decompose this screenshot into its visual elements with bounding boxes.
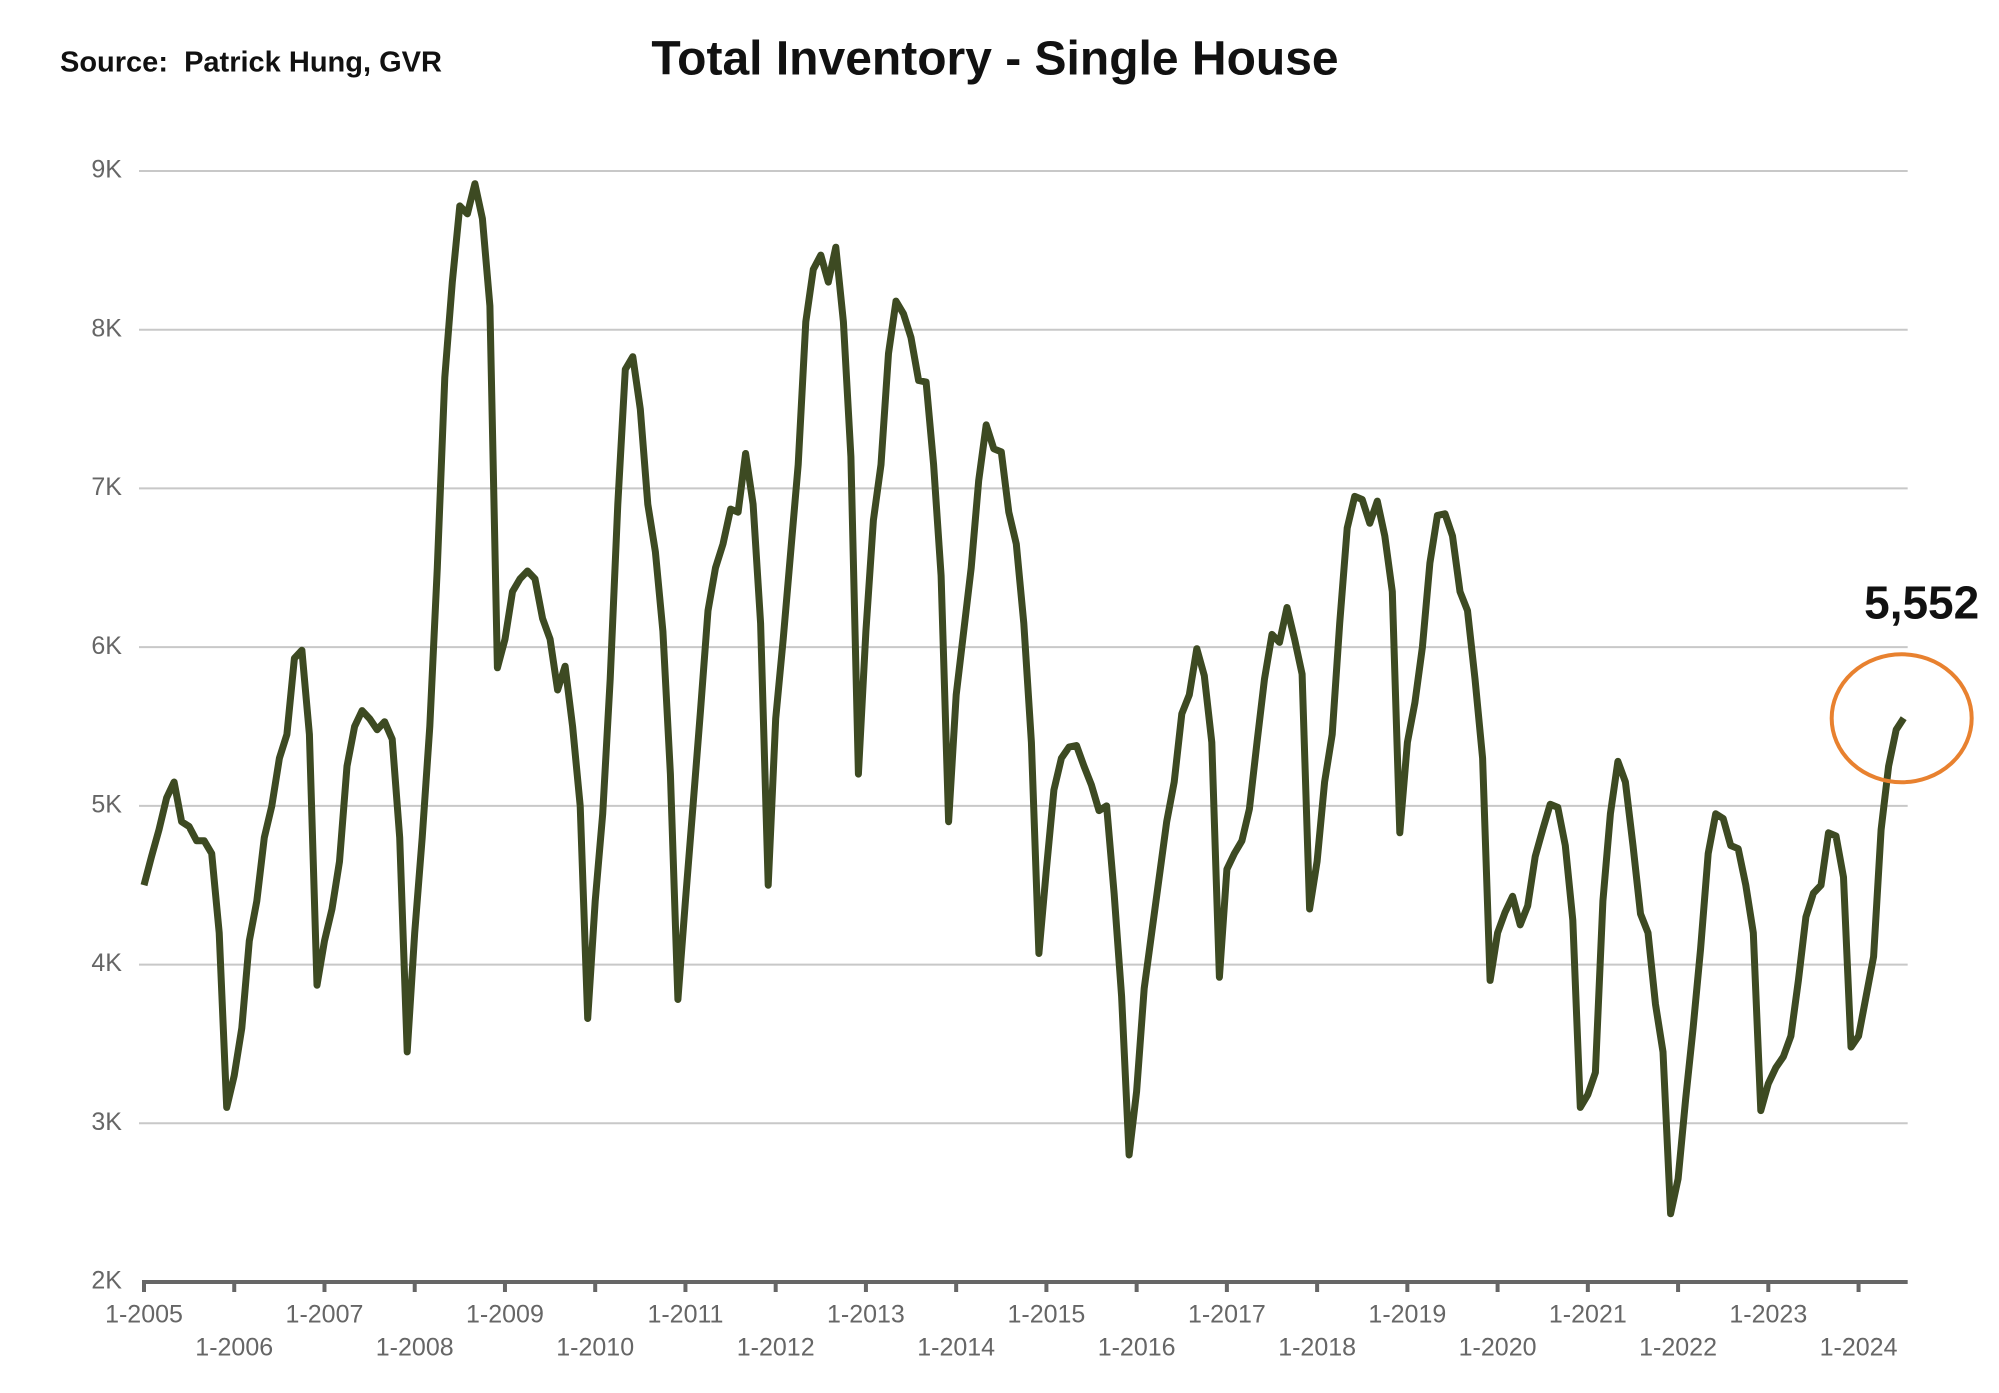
x-tick-label: 1-2019 xyxy=(1368,1301,1446,1329)
x-tick-label: 1-2011 xyxy=(647,1301,723,1329)
y-tick-label: 8K xyxy=(91,314,122,342)
line-series xyxy=(140,180,1907,1218)
x-tick-label: 1-2022 xyxy=(1639,1334,1717,1362)
x-tick-label: 1-2014 xyxy=(917,1334,995,1362)
x-tick-label: 1-2008 xyxy=(376,1334,454,1362)
x-tick-label: 1-2023 xyxy=(1729,1301,1807,1329)
x-tick-label: 1-2012 xyxy=(737,1334,815,1362)
x-tick-label: 1-2024 xyxy=(1820,1334,1898,1362)
x-tick-label: 1-2013 xyxy=(827,1301,905,1329)
x-tick-label: 1-2015 xyxy=(1007,1301,1085,1329)
y-tick-label: 4K xyxy=(91,949,122,977)
y-tick-label: 2K xyxy=(91,1267,122,1295)
y-tick-label: 6K xyxy=(91,632,122,660)
x-tick-label: 1-2005 xyxy=(105,1301,183,1329)
annotation: 5,552 xyxy=(1864,576,1979,628)
source: Source: Patrick Hung, GVR xyxy=(60,47,442,79)
chart-title: Total Inventory - Single House xyxy=(651,33,1338,86)
x-tick-label: 1-2010 xyxy=(556,1334,634,1362)
x-tick-label: 1-2006 xyxy=(195,1334,273,1362)
y-tick-label: 3K xyxy=(91,1108,122,1136)
x-tick-label: 1-2009 xyxy=(466,1301,544,1329)
x-tick-label: 1-2018 xyxy=(1278,1334,1356,1362)
x-tick-label: 1-2016 xyxy=(1098,1334,1176,1362)
x-tick-label: 1-2007 xyxy=(286,1301,364,1329)
y-tick-label: 9K xyxy=(91,156,122,184)
x-tick-label: 1-2020 xyxy=(1459,1334,1537,1362)
highlight-circle xyxy=(1829,652,1974,785)
y-tick-label: 7K xyxy=(91,473,122,501)
x-tick-label: 1-2021 xyxy=(1549,1301,1627,1329)
x-tick-label: 1-2017 xyxy=(1188,1301,1266,1329)
y-tick-label: 5K xyxy=(91,790,122,818)
